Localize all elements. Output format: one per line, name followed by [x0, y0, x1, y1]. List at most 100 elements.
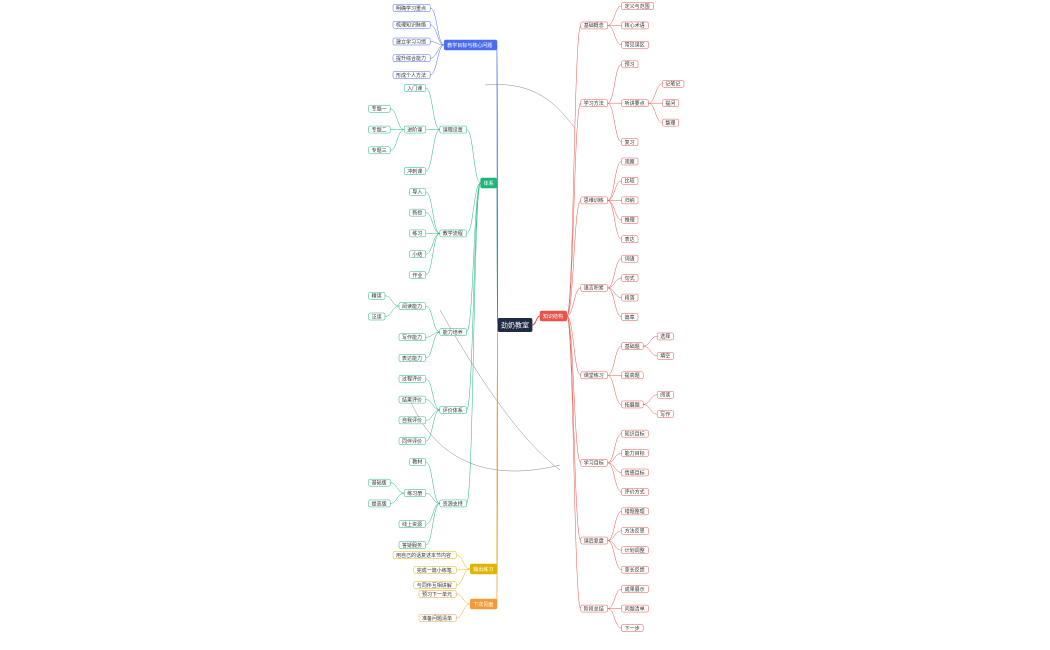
node-box: [621, 60, 639, 69]
node-label: 同伴评价: [402, 438, 422, 445]
node-label: 记笔记: [665, 81, 680, 88]
topic-node: 教材: [409, 458, 427, 466]
node-label: 提升综合能力: [396, 55, 426, 62]
node-box: [398, 333, 427, 342]
topic-node: 阅读能力: [398, 302, 427, 310]
topic-node: 形成个人方法: [392, 71, 431, 79]
node-box: [403, 167, 427, 175]
node-box: [368, 499, 391, 508]
edge: [607, 433, 622, 464]
node-box: [621, 488, 649, 496]
edge: [496, 324, 499, 605]
edge: [648, 102, 663, 123]
edge: [643, 336, 658, 347]
node-box: [368, 125, 391, 134]
edge: [456, 603, 471, 619]
edge: [607, 462, 622, 493]
edge: [425, 461, 441, 504]
edge: [607, 277, 622, 289]
edge: [643, 345, 658, 357]
node-label: 写作能力: [402, 334, 422, 341]
topic-node: 冲刺课: [403, 167, 427, 175]
node-box: [621, 254, 639, 263]
edge: [607, 102, 622, 143]
node-box: [403, 125, 427, 134]
node-label: 导入: [412, 190, 422, 196]
topic-node: 基础版: [368, 478, 391, 487]
topic-node: 段落: [621, 293, 639, 301]
node-box: [398, 437, 427, 445]
topic-node: 拓展题: [621, 400, 644, 408]
topic-node: 课程设置: [439, 125, 467, 134]
node-box: [480, 177, 498, 189]
node-box: [409, 229, 427, 238]
node-label: 专题一: [372, 106, 387, 113]
edge: [466, 182, 481, 333]
node-label: 提问: [665, 100, 675, 107]
edge: [607, 25, 622, 46]
branch-node: 体系: [480, 177, 498, 189]
topic-node: 阶段总结: [580, 604, 608, 612]
topic-node: 词语: [621, 254, 639, 263]
node-box: [662, 80, 685, 88]
topic-node: 常见误区: [621, 41, 649, 49]
topic-node: 家长反馈: [621, 565, 649, 573]
edge: [425, 492, 440, 504]
node-box: [662, 118, 680, 127]
node-box: [368, 291, 386, 300]
node-label: 知识目标: [625, 430, 645, 437]
topic-node: 能力培养: [439, 328, 467, 336]
edge: [425, 409, 440, 442]
edge: [566, 315, 582, 609]
node-box: [368, 478, 391, 487]
node-box: [392, 37, 431, 46]
node-label: 能力培养: [443, 329, 463, 336]
node-box: [621, 585, 649, 593]
node-box: [392, 4, 431, 12]
edge: [607, 588, 622, 609]
topic-node: 方法反思: [621, 527, 649, 535]
topic-node: 知识目标: [621, 429, 649, 437]
node-box: [392, 54, 431, 62]
node-label: 归纳: [625, 197, 635, 204]
edge: [496, 44, 499, 326]
node-box: [621, 604, 649, 613]
node-label: 作业: [412, 272, 422, 279]
node-label: 定义与范围: [625, 3, 650, 10]
topic-node: 写作: [656, 410, 674, 418]
node-label: 课后复盘: [584, 537, 604, 544]
topic-node: 结果评价: [398, 395, 427, 403]
topic-node: 新授: [409, 208, 427, 217]
node-box: [392, 21, 431, 29]
node-box: [439, 125, 467, 134]
topic-node: 明确学习重点: [392, 4, 431, 12]
topic-node: 评价方式: [621, 488, 649, 496]
node-box: [409, 208, 427, 217]
node-label: 核心术语: [625, 22, 645, 29]
node-label: 表达能力: [402, 355, 422, 362]
node-label: 冲刺课: [407, 168, 422, 175]
topic-node: 提高版: [368, 499, 391, 508]
node-box: [621, 371, 644, 380]
central-box: [497, 318, 533, 332]
node-label: 句式: [625, 275, 635, 282]
topic-node: 建立学习习惯: [392, 37, 431, 46]
node-label: 思维训练: [584, 197, 604, 204]
node-box: [621, 342, 644, 350]
node-label: 泛读: [372, 313, 382, 320]
edge: [607, 200, 622, 240]
topic-node: 问题清单: [621, 604, 649, 613]
node-label: 过程评价: [402, 376, 422, 383]
node-label: 专题二: [372, 126, 387, 133]
node-label: 明确学习重点: [396, 5, 426, 12]
topic-node: 练习册: [403, 489, 427, 497]
edge: [607, 375, 622, 405]
topic-node: 学习方法: [580, 99, 608, 107]
node-box: [392, 551, 457, 559]
node-box: [398, 375, 427, 383]
topic-node: 自我评价: [398, 416, 427, 424]
edge: [607, 287, 622, 318]
node-label: 语言积累: [584, 285, 604, 292]
node-label: 提高版: [372, 500, 387, 507]
